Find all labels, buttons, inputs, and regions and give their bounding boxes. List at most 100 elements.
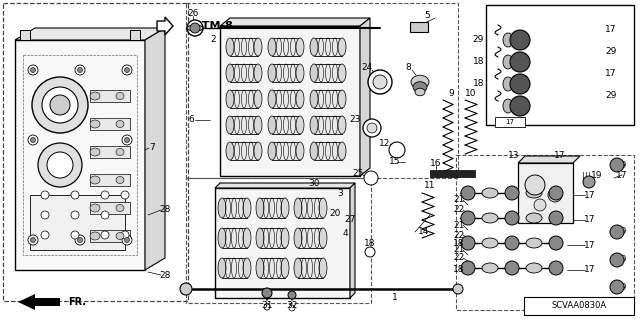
Bar bbox=[272, 116, 300, 134]
Circle shape bbox=[50, 95, 70, 115]
Ellipse shape bbox=[482, 263, 498, 273]
Circle shape bbox=[187, 20, 203, 36]
Bar bbox=[298, 258, 323, 278]
Circle shape bbox=[289, 305, 295, 311]
Bar bbox=[298, 198, 323, 218]
Circle shape bbox=[510, 96, 530, 116]
Polygon shape bbox=[360, 18, 370, 176]
Bar bbox=[220, 26, 360, 176]
Circle shape bbox=[125, 137, 129, 143]
Bar bbox=[410, 22, 428, 32]
Ellipse shape bbox=[319, 228, 327, 248]
Circle shape bbox=[365, 247, 375, 257]
Circle shape bbox=[31, 68, 35, 72]
Text: 25: 25 bbox=[352, 169, 364, 179]
Text: 10: 10 bbox=[465, 88, 477, 98]
Circle shape bbox=[122, 235, 132, 245]
Ellipse shape bbox=[254, 64, 262, 82]
Ellipse shape bbox=[116, 149, 124, 155]
Circle shape bbox=[32, 77, 88, 133]
Ellipse shape bbox=[411, 75, 429, 89]
Bar bbox=[430, 170, 475, 177]
Ellipse shape bbox=[296, 142, 304, 160]
Circle shape bbox=[75, 65, 85, 75]
Bar bbox=[3, 3, 188, 301]
Polygon shape bbox=[18, 294, 60, 310]
Circle shape bbox=[367, 123, 377, 133]
Ellipse shape bbox=[310, 116, 318, 134]
Ellipse shape bbox=[254, 90, 262, 108]
Ellipse shape bbox=[226, 116, 234, 134]
Ellipse shape bbox=[482, 213, 498, 223]
Ellipse shape bbox=[294, 198, 302, 218]
Circle shape bbox=[610, 225, 624, 239]
Bar bbox=[30, 195, 125, 250]
Circle shape bbox=[549, 261, 563, 275]
Text: 21: 21 bbox=[453, 196, 465, 204]
Bar bbox=[272, 90, 300, 108]
Ellipse shape bbox=[503, 99, 513, 113]
Text: 13: 13 bbox=[508, 151, 520, 160]
Bar bbox=[456, 155, 634, 310]
Text: 18: 18 bbox=[453, 240, 465, 249]
Circle shape bbox=[288, 291, 296, 299]
Ellipse shape bbox=[281, 198, 289, 218]
Ellipse shape bbox=[503, 55, 513, 69]
Circle shape bbox=[264, 304, 270, 310]
Bar bbox=[130, 30, 140, 40]
Circle shape bbox=[42, 87, 78, 123]
Text: 17: 17 bbox=[605, 70, 616, 78]
Ellipse shape bbox=[338, 90, 346, 108]
Ellipse shape bbox=[90, 92, 100, 100]
Bar bbox=[230, 38, 258, 56]
Ellipse shape bbox=[338, 116, 346, 134]
Circle shape bbox=[121, 231, 129, 239]
Bar bbox=[215, 188, 350, 298]
Text: 22: 22 bbox=[453, 231, 465, 240]
Text: 32: 32 bbox=[286, 300, 298, 309]
Ellipse shape bbox=[218, 198, 226, 218]
Bar bbox=[23, 55, 137, 255]
Ellipse shape bbox=[526, 188, 542, 198]
Circle shape bbox=[71, 191, 79, 199]
Text: 20: 20 bbox=[330, 209, 340, 218]
Circle shape bbox=[180, 283, 192, 295]
Polygon shape bbox=[15, 28, 165, 40]
Text: 17: 17 bbox=[584, 216, 596, 225]
Ellipse shape bbox=[116, 233, 124, 240]
Bar bbox=[298, 228, 323, 248]
Circle shape bbox=[610, 280, 624, 294]
Ellipse shape bbox=[243, 228, 251, 248]
Ellipse shape bbox=[294, 228, 302, 248]
Text: 7: 7 bbox=[149, 144, 155, 152]
Circle shape bbox=[47, 152, 73, 178]
Ellipse shape bbox=[116, 93, 124, 100]
Bar bbox=[272, 38, 300, 56]
Bar bbox=[90, 90, 130, 102]
Text: 29: 29 bbox=[616, 160, 627, 169]
Ellipse shape bbox=[310, 142, 318, 160]
Text: 14: 14 bbox=[419, 227, 429, 236]
Circle shape bbox=[38, 143, 82, 187]
Text: 11: 11 bbox=[424, 181, 436, 189]
Ellipse shape bbox=[268, 90, 276, 108]
Circle shape bbox=[28, 235, 38, 245]
Text: 26: 26 bbox=[188, 10, 198, 19]
Text: 17: 17 bbox=[584, 190, 596, 199]
Text: 17: 17 bbox=[605, 26, 616, 34]
Polygon shape bbox=[518, 156, 580, 163]
Text: 21: 21 bbox=[453, 220, 465, 229]
Text: 27: 27 bbox=[344, 216, 356, 225]
Bar bbox=[314, 64, 342, 82]
Text: 17: 17 bbox=[616, 170, 627, 180]
Text: 29: 29 bbox=[472, 35, 484, 44]
Bar bbox=[314, 142, 342, 160]
Circle shape bbox=[125, 68, 129, 72]
Circle shape bbox=[31, 238, 35, 242]
Ellipse shape bbox=[218, 258, 226, 278]
Polygon shape bbox=[350, 183, 355, 298]
Polygon shape bbox=[157, 17, 173, 35]
Circle shape bbox=[505, 211, 519, 225]
Text: 18: 18 bbox=[472, 79, 484, 88]
Ellipse shape bbox=[254, 116, 262, 134]
